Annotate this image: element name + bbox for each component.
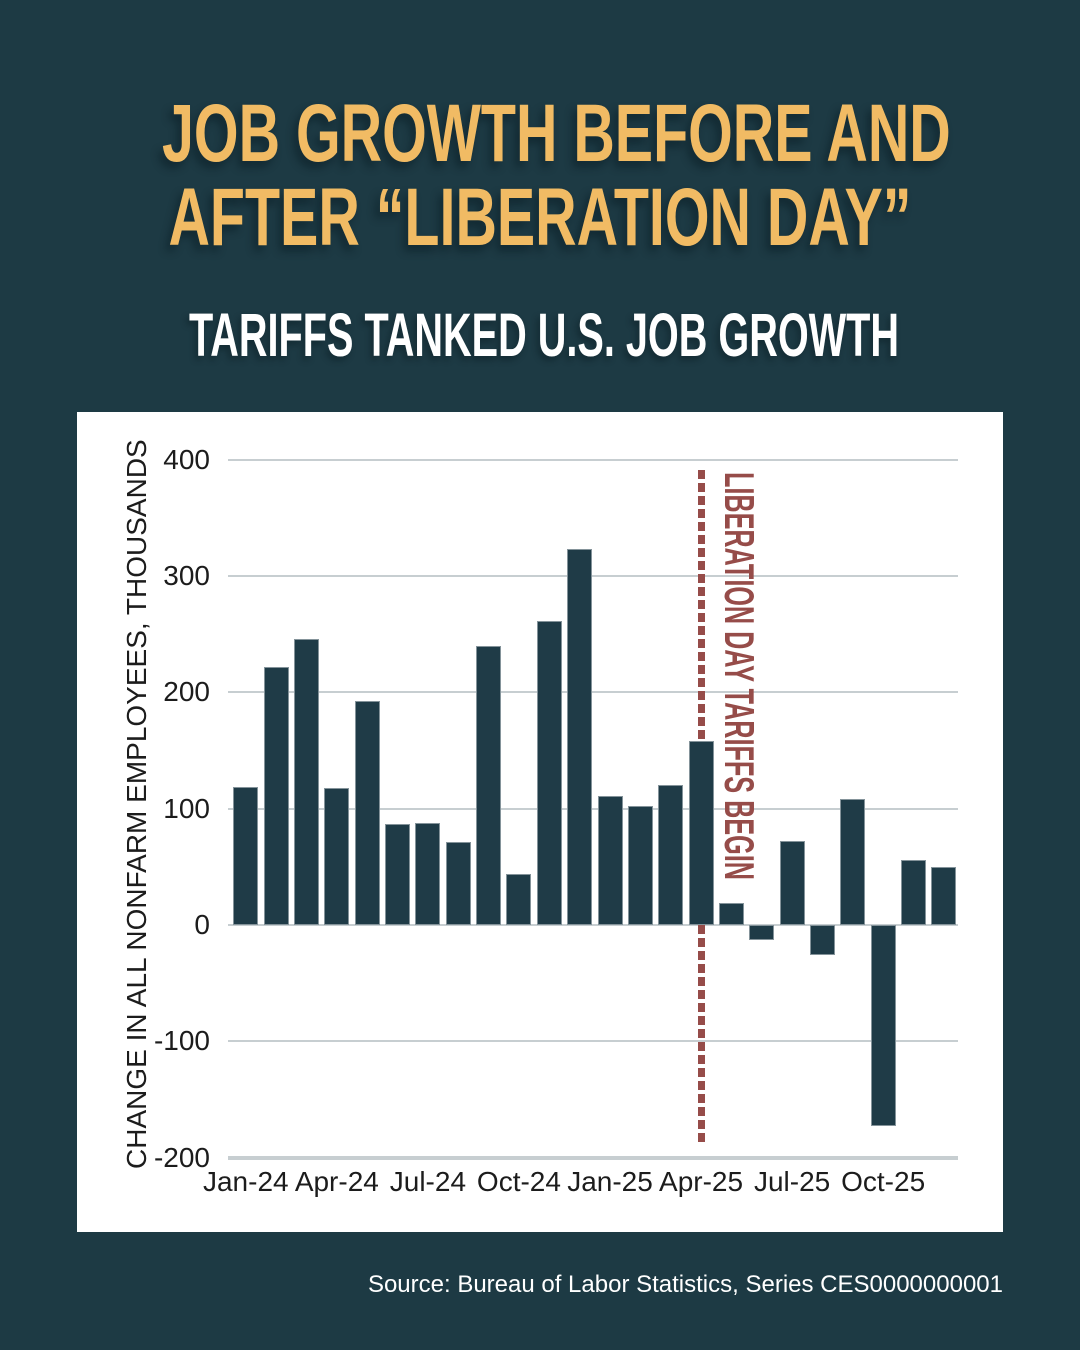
bar: [536, 621, 562, 925]
bar-chart-plot-area: 400 300 200 100 0 -100 -200 LIBERATION DAY TARI…: [77, 412, 1003, 1232]
gridline: [228, 924, 958, 926]
page-subtitle: TARIFFS TANKED U.S. JOB GROWTH: [0, 303, 1080, 367]
source-credit: Source: Bureau of Labor Statistics, Seri…: [367, 1271, 1003, 1298]
gridline: [228, 807, 958, 810]
bar: [506, 873, 532, 925]
bar: [263, 666, 289, 925]
bar: [567, 549, 593, 925]
bar: [294, 638, 319, 925]
bar: [658, 785, 684, 925]
x-tick-label: Oct-25: [841, 1166, 926, 1197]
y-tick-label: -100: [153, 1025, 210, 1057]
y-tick-label: 300: [163, 560, 210, 592]
page-title-line-2: AFTER “LIBERATION DAY”: [168, 172, 912, 263]
bar: [597, 795, 623, 925]
page-title: JOB GROWTH BEFORE AND AFTER “LIBERATION …: [0, 92, 1080, 260]
x-axis-line: [228, 1155, 958, 1160]
x-tick-label: Jul-25: [753, 1166, 831, 1197]
x-tick-label: Jan-24: [202, 1166, 289, 1197]
bar: [931, 866, 957, 925]
bar: [870, 925, 896, 1127]
bar: [233, 786, 259, 925]
y-tick-label: 0: [194, 909, 210, 940]
page-title-line-1: JOB GROWTH BEFORE AND: [162, 88, 951, 179]
bar: [627, 806, 653, 925]
bar: [809, 925, 835, 956]
y-tick-label: 200: [163, 676, 210, 708]
x-tick-label: Apr-25: [659, 1166, 744, 1197]
gridline: [228, 1040, 958, 1043]
bar: [476, 645, 502, 925]
x-tick-label: Jul-24: [389, 1166, 467, 1197]
bar: [718, 902, 744, 925]
y-tick-label: 400: [163, 443, 210, 475]
chart-panel: CHANGE IN ALL NONFARM EMPLOYEES, THOUSAN…: [77, 412, 1003, 1232]
bar: [385, 823, 411, 925]
x-tick-label: Jan-25: [567, 1166, 653, 1197]
bar: [445, 842, 471, 925]
bar: [354, 700, 380, 925]
bar: [901, 859, 926, 925]
bar: [415, 822, 441, 925]
gridline: [228, 458, 958, 461]
x-tick-label: Apr-24: [294, 1166, 379, 1197]
gridline: [228, 691, 958, 694]
bar: [749, 925, 775, 941]
bar: [840, 799, 866, 925]
bar: [324, 787, 350, 925]
liberation-day-annotation: LIBERATION DAY TARIFFS BEGIN: [716, 472, 763, 880]
x-tick-label: Oct-24: [476, 1166, 561, 1197]
y-tick-label: -200: [153, 1141, 210, 1173]
page-subtitle-text: TARIFFS TANKED U.S. JOB GROWTH: [189, 301, 900, 369]
y-tick-label: 100: [163, 792, 210, 824]
bar: [779, 841, 805, 925]
bar: [688, 741, 714, 925]
gridline: [228, 575, 958, 578]
